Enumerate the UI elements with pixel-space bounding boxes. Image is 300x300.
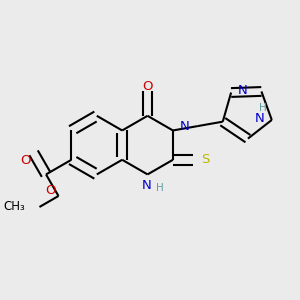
Text: N: N (142, 179, 152, 192)
Text: S: S (201, 153, 209, 166)
Text: CH₃: CH₃ (3, 200, 25, 214)
Text: N: N (180, 120, 190, 133)
Text: O: O (45, 184, 56, 196)
Text: H: H (156, 183, 164, 193)
Text: H: H (259, 103, 267, 113)
Text: O: O (142, 80, 153, 92)
Text: N: N (238, 84, 248, 97)
Text: O: O (20, 154, 31, 167)
Text: N: N (255, 112, 265, 125)
